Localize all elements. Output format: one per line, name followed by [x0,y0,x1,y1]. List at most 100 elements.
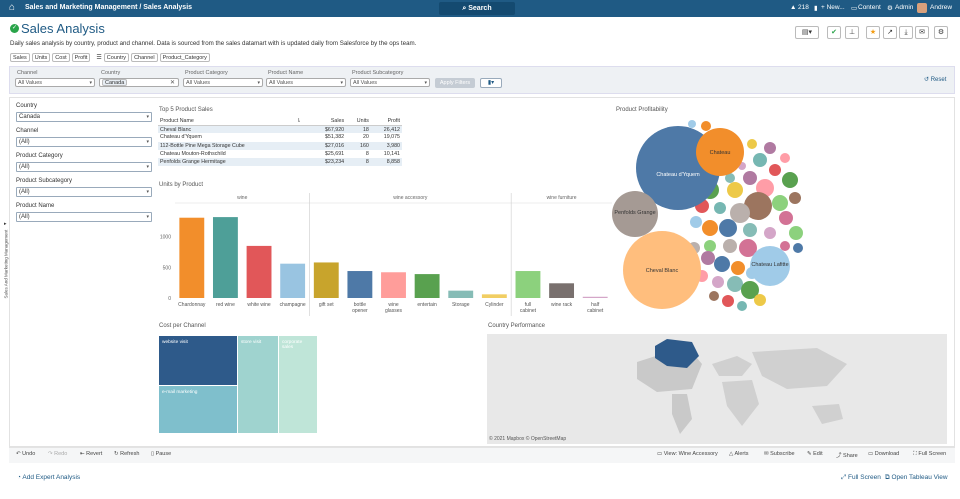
tag-units[interactable]: Units [31,53,51,62]
bubble[interactable] [780,153,790,163]
bubble[interactable] [754,294,766,306]
bar-wine-glasses[interactable] [381,272,406,298]
settings-button[interactable]: ⚙ [934,26,948,39]
bar-red-wine[interactable] [212,217,238,298]
bar-half-cabinet[interactable] [582,296,608,298]
apply-filters-button[interactable]: Apply Filters [435,78,475,88]
fullscreen-toolbar-button[interactable]: ⛶ Full Screen [913,451,946,458]
bubble[interactable] [772,195,788,211]
column-header[interactable]: Product Name [158,117,295,126]
home-icon[interactable]: ⌂ [9,2,16,13]
bubble[interactable] [701,121,711,131]
redo-button[interactable]: ↷ Redo [48,451,67,457]
bubble-chateau[interactable] [696,128,744,176]
bubble[interactable] [714,256,730,272]
side-filter-channel[interactable]: (All) ▾ [16,137,152,147]
filter-country-select[interactable]: Canada ✕ [99,78,179,87]
undo-button[interactable]: ↶ Undo [16,451,35,457]
bar-Cylinder[interactable] [481,294,507,298]
bar-champagne[interactable] [280,263,306,298]
download-toolbar-button[interactable]: ▭ Download [868,451,899,457]
bubble[interactable] [730,203,750,223]
filter-name-select[interactable]: All Values ▾ [266,78,346,87]
bubble[interactable] [741,281,759,299]
side-tab[interactable]: Sales And Marketing Management [3,220,9,300]
bubble[interactable] [764,227,776,239]
certify-button[interactable]: ✔ [827,26,841,39]
search-button[interactable]: ⌕ Search [439,2,515,15]
bubble[interactable] [704,240,716,252]
bar-white-wine[interactable] [246,245,272,298]
tag-country[interactable]: Country [103,53,130,62]
bar-full-cabinet[interactable] [515,271,541,298]
bubble[interactable] [723,239,737,253]
bubble-penfolds-grange[interactable] [612,191,658,237]
bubble-cheval-blanc[interactable] [623,231,701,309]
breadcrumb[interactable]: Sales and Marketing Management / Sales A… [25,4,193,11]
bar-entertain[interactable] [414,274,440,298]
bar-wine-rack[interactable] [549,283,575,298]
bubble[interactable] [739,239,757,257]
tag-product-category[interactable]: Product_Category [159,53,210,62]
notifications-icon[interactable]: ▲ [790,4,797,11]
tag-sales[interactable]: Sales [10,53,30,62]
sort-icon[interactable]: ⇂ [294,117,311,126]
bubble-chateau-lafitte[interactable] [750,246,790,286]
bubble[interactable] [722,295,734,307]
revert-button[interactable]: ⇤ Revert [80,451,102,457]
view-button[interactable]: ▭ View: Wine Accessory [657,451,718,457]
bubble[interactable] [747,139,757,149]
table-row[interactable]: 112-Bottle Pine Mega Storage Cube $27,016… [158,141,402,150]
bubble[interactable] [737,301,747,311]
bubble[interactable] [780,241,790,251]
bubble[interactable] [743,171,757,185]
filter-channel-select[interactable]: All Values ▾ [15,78,95,87]
open-tableau-view-button[interactable]: ⧉ Open Tableau View [885,474,948,482]
refresh-button[interactable]: ↻ Refresh [114,451,139,457]
email-button[interactable]: ✉ [915,26,929,39]
column-header[interactable]: Sales [310,117,347,126]
bubble[interactable] [764,142,776,154]
avatar[interactable] [917,3,927,13]
tag-cost[interactable]: Cost [52,53,70,62]
content-link[interactable]: Content [858,4,881,11]
clear-icon[interactable]: ✕ [169,80,175,86]
admin-link[interactable]: Admin [895,4,914,11]
bubble[interactable] [727,182,743,198]
tag-profit[interactable]: Profit [71,53,91,62]
bubble[interactable] [782,172,798,188]
share-button[interactable]: ↗ [883,26,897,39]
treemap-cell-website-visit[interactable]: website visit [159,336,237,385]
table-row[interactable]: Cheval Blanc $67,920 18 26,412 [158,125,402,134]
share-toolbar-button[interactable]: ⤴ Share [836,451,858,459]
country-map[interactable]: © 2021 Mapbox © OpenStreetMap [487,334,947,444]
bar-bottle-opener[interactable] [347,271,373,298]
bubble[interactable] [744,192,772,220]
side-filter-country[interactable]: Canada ▾ [16,112,152,122]
clipboard-dropdown-button[interactable]: ▤▾ [795,26,819,39]
table-row[interactable]: Chateau Mouton-Rothschild $25,691 8 10,141 [158,150,402,158]
bubble[interactable] [789,226,803,240]
bubble[interactable] [789,192,801,204]
column-header[interactable]: Profit [370,117,402,126]
bubble[interactable] [743,223,757,237]
bubble[interactable] [727,276,743,292]
filter-category-select[interactable]: All Values ▾ [183,78,263,87]
treemap-cell-store-visit[interactable]: store visit [238,336,278,433]
user-name[interactable]: Andrew [930,4,953,11]
bubble[interactable] [753,153,767,167]
bubble[interactable] [690,216,702,228]
pause-button[interactable]: ▯ Pause [151,451,171,457]
filter-subcategory-select[interactable]: All Values ▾ [350,78,430,87]
favorite-button[interactable]: ★ [866,26,880,39]
bubble[interactable] [701,251,715,265]
table-row[interactable]: Chateau d'Yquem $51,382 20 19,075 [158,133,402,141]
bubble[interactable] [793,243,803,253]
subscribe-button[interactable]: ✉ Subscribe [764,451,795,457]
side-filter-subcategory[interactable]: (All) ▾ [16,187,152,197]
add-expert-analysis-button[interactable]: ◔ Add Expert Analysis [17,474,80,481]
bubble[interactable] [779,211,793,225]
edit-button[interactable]: ✎ Edit [807,451,823,457]
treemap-cell-email-marketing[interactable]: e-mail marketing [159,386,237,433]
bubble[interactable] [719,219,737,237]
